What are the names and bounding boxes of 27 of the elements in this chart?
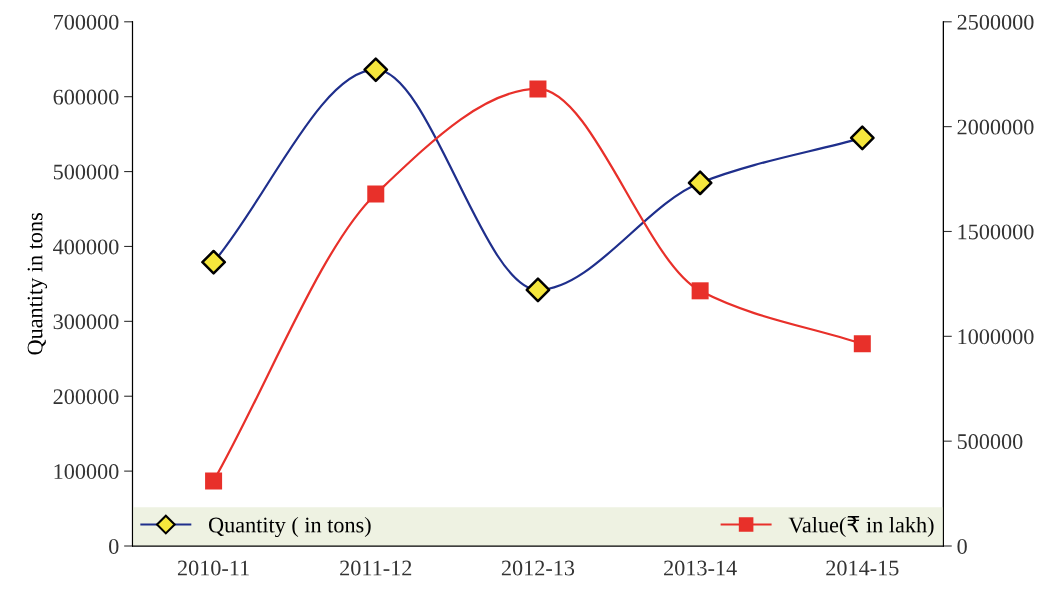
- y-tick-label: 400000: [53, 239, 119, 255]
- x-tick-label: 2012-13: [501, 560, 575, 576]
- point: [853, 335, 871, 353]
- y-tick-label: 0: [109, 538, 119, 554]
- y-tick-label: 500000: [53, 164, 119, 180]
- y2-tick-label: 1500000: [958, 224, 1034, 240]
- y-tick-label: 700000: [54, 14, 119, 30]
- y-tick-label: 100000: [54, 464, 119, 480]
- point: [205, 472, 223, 490]
- point: [691, 282, 709, 300]
- y2-tick-label: 1000000: [958, 329, 1034, 345]
- x-tick-label: 2010-11: [177, 560, 249, 576]
- legend-label: Value(₹ in lakh): [788, 516, 934, 538]
- y2-tick-label: 2000000: [957, 119, 1034, 135]
- x-tick-label: 2011-12: [340, 560, 412, 576]
- y-tick-label: 200000: [53, 389, 119, 405]
- legend-label: Quantity ( in tons): [208, 516, 371, 538]
- x-tick-label: 2014-15: [826, 560, 899, 576]
- y-axis-title: Quantity in tons: [27, 213, 48, 355]
- y-tick-label: 300000: [53, 314, 119, 330]
- x-tick-label: 2013-14: [664, 560, 737, 576]
- y2-tick-label: 2500000: [957, 14, 1034, 30]
- y2-tick-label: 500000: [957, 434, 1023, 450]
- y-tick-label: 600000: [53, 89, 119, 105]
- point: [367, 185, 385, 203]
- y2-tick-label: 0: [957, 538, 967, 554]
- point: [529, 80, 547, 98]
